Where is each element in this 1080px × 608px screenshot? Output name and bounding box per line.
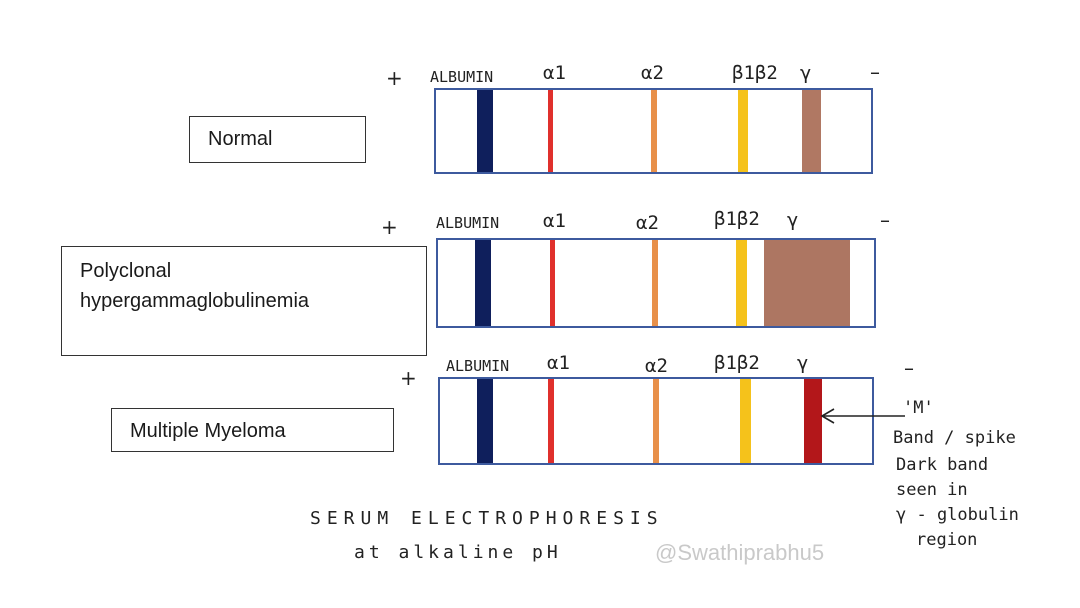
beta-label: β1β2 <box>714 208 760 230</box>
gel-strip-myeloma <box>438 377 874 465</box>
alpha2-band <box>651 90 657 172</box>
condition-text: Multiple Myeloma <box>130 420 286 442</box>
alpha2-label: α2 <box>641 62 664 84</box>
albumin-label: ALBUMIN <box>446 357 510 375</box>
cathode-minus-sign: – <box>870 60 880 84</box>
albumin-label: ALBUMIN <box>430 68 494 86</box>
annotation-line: seen in <box>896 480 968 500</box>
gel-strip-normal <box>434 88 873 174</box>
condition-label-normal: Normal <box>189 116 366 163</box>
beta-label: β1β2 <box>714 352 760 374</box>
albumin-band <box>475 240 491 326</box>
condition-label-myeloma: Multiple Myeloma <box>111 408 394 452</box>
alpha1-label: α1 <box>547 352 570 374</box>
alpha1-band <box>548 90 553 172</box>
alpha1-label: α1 <box>543 62 566 84</box>
anode-plus-sign: + <box>386 66 403 90</box>
gamma-label: γ <box>787 209 799 231</box>
condition-text-line1: Polyclonal <box>80 260 172 282</box>
annotation-line: Dark band <box>896 455 989 475</box>
gamma-band-broad <box>764 240 850 326</box>
beta-band <box>740 379 751 463</box>
gamma-label: γ <box>797 352 809 374</box>
beta-band <box>736 240 747 326</box>
annotation-line: Band / spike <box>893 428 1016 448</box>
cathode-minus-sign: – <box>880 208 890 232</box>
cathode-minus-sign: – <box>904 356 914 380</box>
beta-label: β1β2 <box>732 62 778 84</box>
annotation-line: 'M' <box>903 398 934 418</box>
albumin-label: ALBUMIN <box>436 214 500 232</box>
alpha2-label: α2 <box>645 355 668 377</box>
alpha1-band <box>548 379 554 463</box>
albumin-band <box>477 90 493 172</box>
anode-plus-sign: + <box>381 215 398 239</box>
gamma-m-spike-band <box>804 379 822 463</box>
alpha2-label: α2 <box>636 212 659 234</box>
gamma-band <box>802 90 821 172</box>
anode-plus-sign: + <box>400 366 417 390</box>
annotation-line: γ - globulin <box>896 505 1019 525</box>
caption-subtitle: at alkaline pH <box>354 542 562 563</box>
alpha2-band <box>652 240 658 326</box>
alpha1-label: α1 <box>543 210 566 232</box>
author-watermark: @Swathiprabhu5 <box>655 540 825 565</box>
gel-strip-polyclonal <box>436 238 876 328</box>
albumin-band <box>477 379 493 463</box>
beta-band <box>738 90 748 172</box>
alpha2-band <box>653 379 659 463</box>
condition-label-polyclonal: Polyclonal hypergammaglobulinemia <box>61 246 427 356</box>
annotation-line: region <box>916 530 978 550</box>
gamma-label: γ <box>800 62 812 84</box>
alpha1-band <box>550 240 555 326</box>
condition-text: Normal <box>208 128 273 150</box>
caption-title: SERUM ELECTROPHORESIS <box>310 508 664 529</box>
condition-text-line2: hypergammaglobulinemia <box>80 290 310 312</box>
